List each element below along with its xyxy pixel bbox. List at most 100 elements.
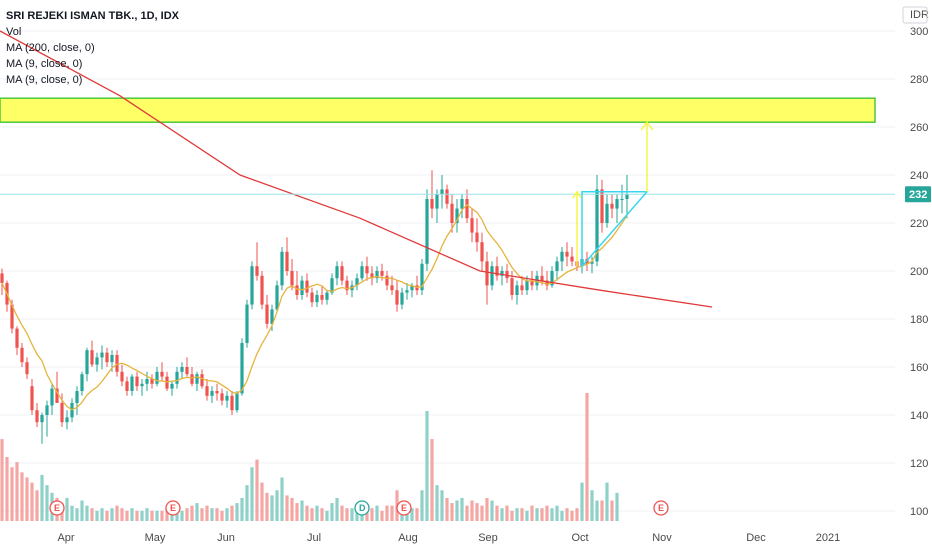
event-marker-label: E [54, 503, 60, 513]
volume-bar [125, 510, 129, 521]
volume-bar [305, 505, 309, 521]
candle-body [560, 251, 564, 262]
candle-body [275, 285, 279, 310]
candle-body [100, 352, 104, 358]
volume-bar [560, 510, 564, 521]
volume-bar [455, 500, 459, 521]
currency-label: IDR [910, 9, 929, 21]
volume-bar [325, 510, 329, 521]
volume-bar [475, 503, 479, 521]
candle-body [465, 199, 469, 219]
volume-bar [85, 505, 89, 521]
candle-body [490, 266, 494, 286]
candle-body [315, 295, 319, 303]
candle-body [405, 290, 409, 293]
volume-bar [315, 505, 319, 521]
symbol-title[interactable]: SRI REJEKI ISMAN TBK., 1D, IDX [6, 10, 179, 22]
candle-body [430, 199, 434, 209]
volume-bar [435, 485, 439, 521]
candle-body [45, 405, 49, 415]
current-price-tag: 232 [905, 186, 931, 203]
volume-bar [275, 490, 279, 521]
time-tick-label: Dec [746, 532, 766, 544]
legend-vol[interactable]: Vol [6, 26, 22, 38]
volume-bar [370, 508, 374, 521]
candle-body [545, 280, 549, 286]
volume-bar [205, 505, 209, 521]
volume-bar [380, 510, 384, 521]
time-tick-label: May [145, 532, 166, 544]
candle-body [215, 391, 219, 394]
volume-bar [420, 490, 424, 521]
candle-body [365, 266, 369, 274]
candle-body [135, 376, 139, 387]
volume-bar [340, 505, 344, 521]
event-marker-circle [165, 500, 181, 516]
event-marker-label: D [359, 503, 366, 513]
chart-drawings[interactable] [0, 120, 895, 269]
event-marker: E [49, 500, 65, 516]
volume-bar [245, 485, 249, 521]
time-tick-label: Jun [217, 532, 235, 544]
volume-bar [590, 490, 594, 521]
candle-body [255, 266, 259, 276]
price-tick-label: 300 [910, 26, 928, 38]
candle-body [110, 355, 114, 363]
candle-body [305, 280, 309, 293]
candle-body [355, 278, 359, 286]
volume-bar [515, 508, 519, 521]
candle-body [600, 189, 604, 223]
volume-bar [270, 495, 274, 521]
candle-body [440, 189, 444, 195]
price-tick-label: 240 [910, 170, 928, 182]
candle-body [130, 376, 134, 391]
candle-body [210, 391, 214, 396]
volume-bar [135, 510, 139, 521]
legend-ma9-b[interactable]: MA (9, close, 0) [6, 74, 83, 86]
volume-bar [445, 497, 449, 521]
candle-body [165, 376, 169, 389]
candle-body [295, 285, 299, 295]
volume-bar [225, 508, 229, 521]
volume-bar [295, 503, 299, 521]
event-marker: E [396, 500, 412, 516]
volume-bar [260, 482, 264, 521]
candle-body [330, 278, 334, 293]
candle-body [150, 379, 154, 384]
candle-body [35, 410, 39, 423]
candle-body [320, 295, 324, 300]
price-tick-label: 100 [910, 506, 928, 518]
candle-body [370, 273, 374, 279]
volume-bar [255, 459, 259, 521]
candle-body [20, 347, 24, 363]
volume-bar [555, 505, 559, 521]
candle-body [515, 285, 519, 295]
resistance-zone[interactable] [0, 97, 876, 123]
time-tick-label: Oct [571, 532, 588, 544]
volume-bar [495, 505, 499, 521]
volume-bar [250, 467, 254, 521]
candle-body [85, 350, 89, 375]
candle-body [460, 199, 464, 209]
volume-bar [320, 508, 324, 521]
candle-body [250, 266, 254, 305]
volume-bars [0, 393, 619, 521]
time-axis[interactable]: Apr May Jun Jul Aug Sep Oct Nov Dec 2021 [57, 532, 840, 544]
candle-body [310, 292, 314, 303]
volume-bar [610, 500, 614, 521]
legend-ma200[interactable]: MA (200, close, 0) [6, 42, 95, 54]
price-axis[interactable]: 100 120 140 160 180 200 220 240 260 280 300 IDR 232 [902, 6, 931, 518]
volume-bar [580, 482, 584, 521]
legend-ma9-a[interactable]: MA (9, close, 0) [6, 58, 83, 70]
candle-body [400, 292, 404, 305]
candle-body [470, 218, 474, 233]
volume-bar [160, 510, 164, 521]
volume-bar [75, 508, 79, 521]
volume-bar [570, 510, 574, 521]
candle-body [170, 383, 174, 389]
candle-body [345, 280, 349, 291]
candle-body [145, 379, 149, 384]
candle-body [505, 271, 509, 279]
